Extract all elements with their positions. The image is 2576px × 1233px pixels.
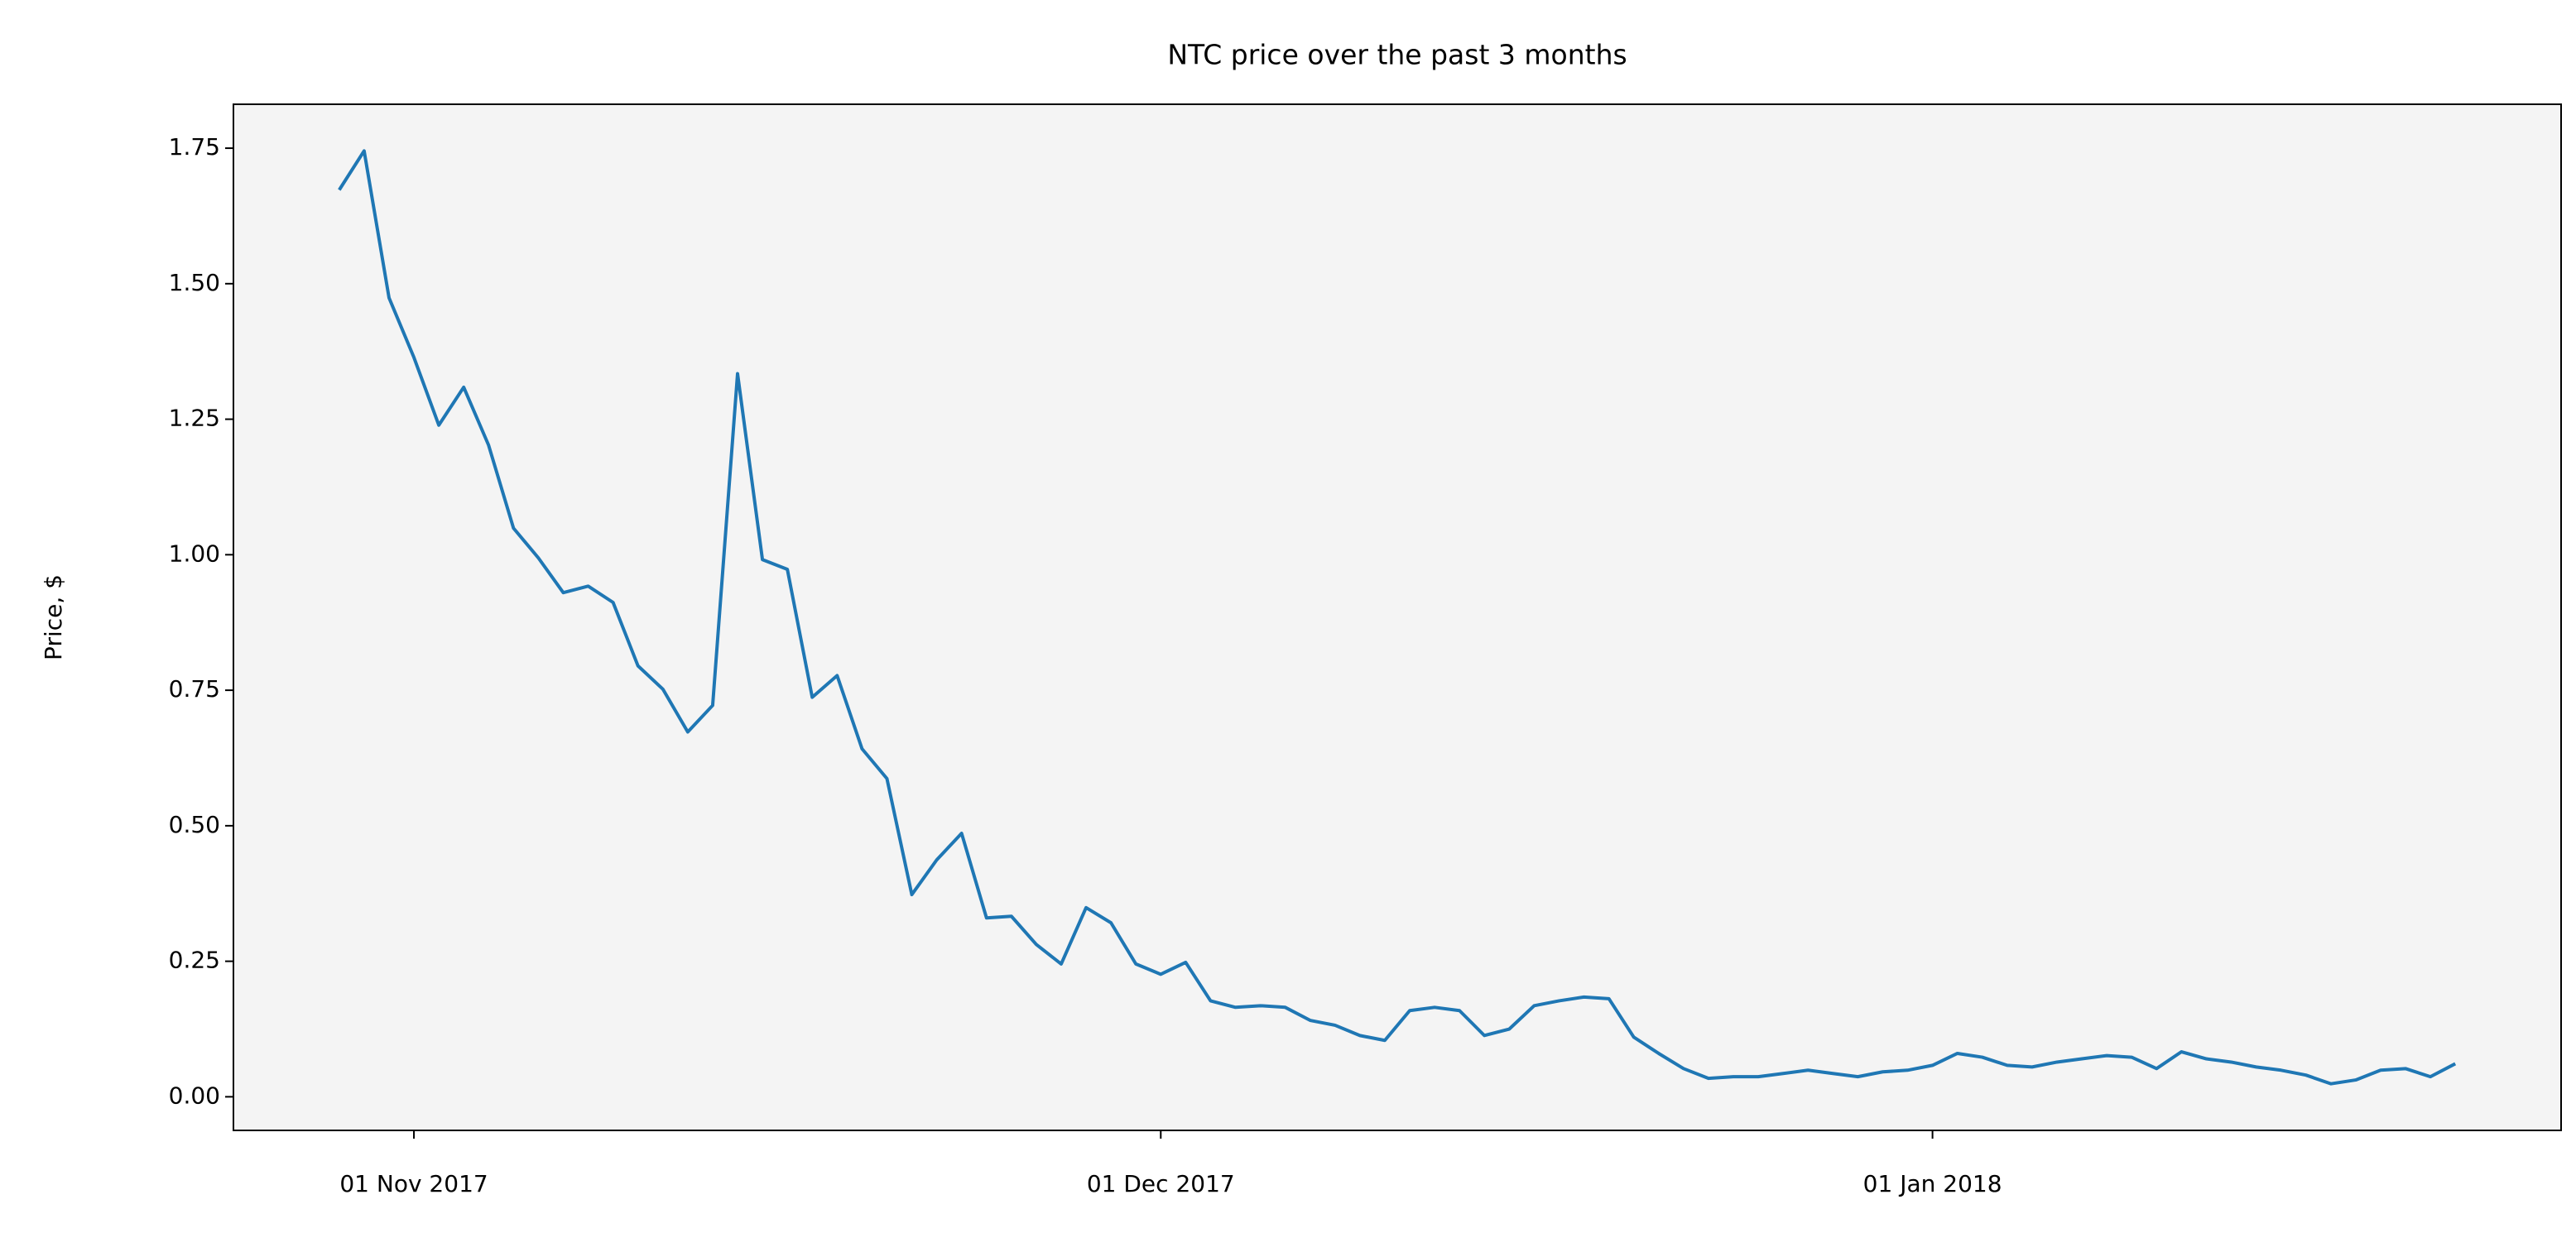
y-tick-label: 1.25: [169, 405, 220, 432]
x-tick-label: 01 Jan 2018: [1863, 1170, 2002, 1197]
price-line: [338, 149, 2457, 1086]
y-axis-label: Price, $: [40, 574, 67, 660]
x-tick-label: 01 Dec 2017: [1087, 1170, 1235, 1197]
plot-area: [233, 104, 2561, 1130]
y-tick-label: 0.50: [169, 811, 220, 838]
y-tick-label: 1.00: [169, 540, 220, 567]
y-tick-label: 0.00: [169, 1082, 220, 1109]
y-tick-label: 1.75: [169, 133, 220, 161]
y-tick-label: 0.25: [169, 947, 220, 974]
x-tick-label: 01 Nov 2017: [339, 1170, 488, 1197]
y-tick-label: 0.75: [169, 675, 220, 703]
chart-title: NTC price over the past 3 months: [1167, 39, 1627, 71]
plot-frame: [233, 103, 2562, 1131]
y-tick-label: 1.50: [169, 269, 220, 296]
